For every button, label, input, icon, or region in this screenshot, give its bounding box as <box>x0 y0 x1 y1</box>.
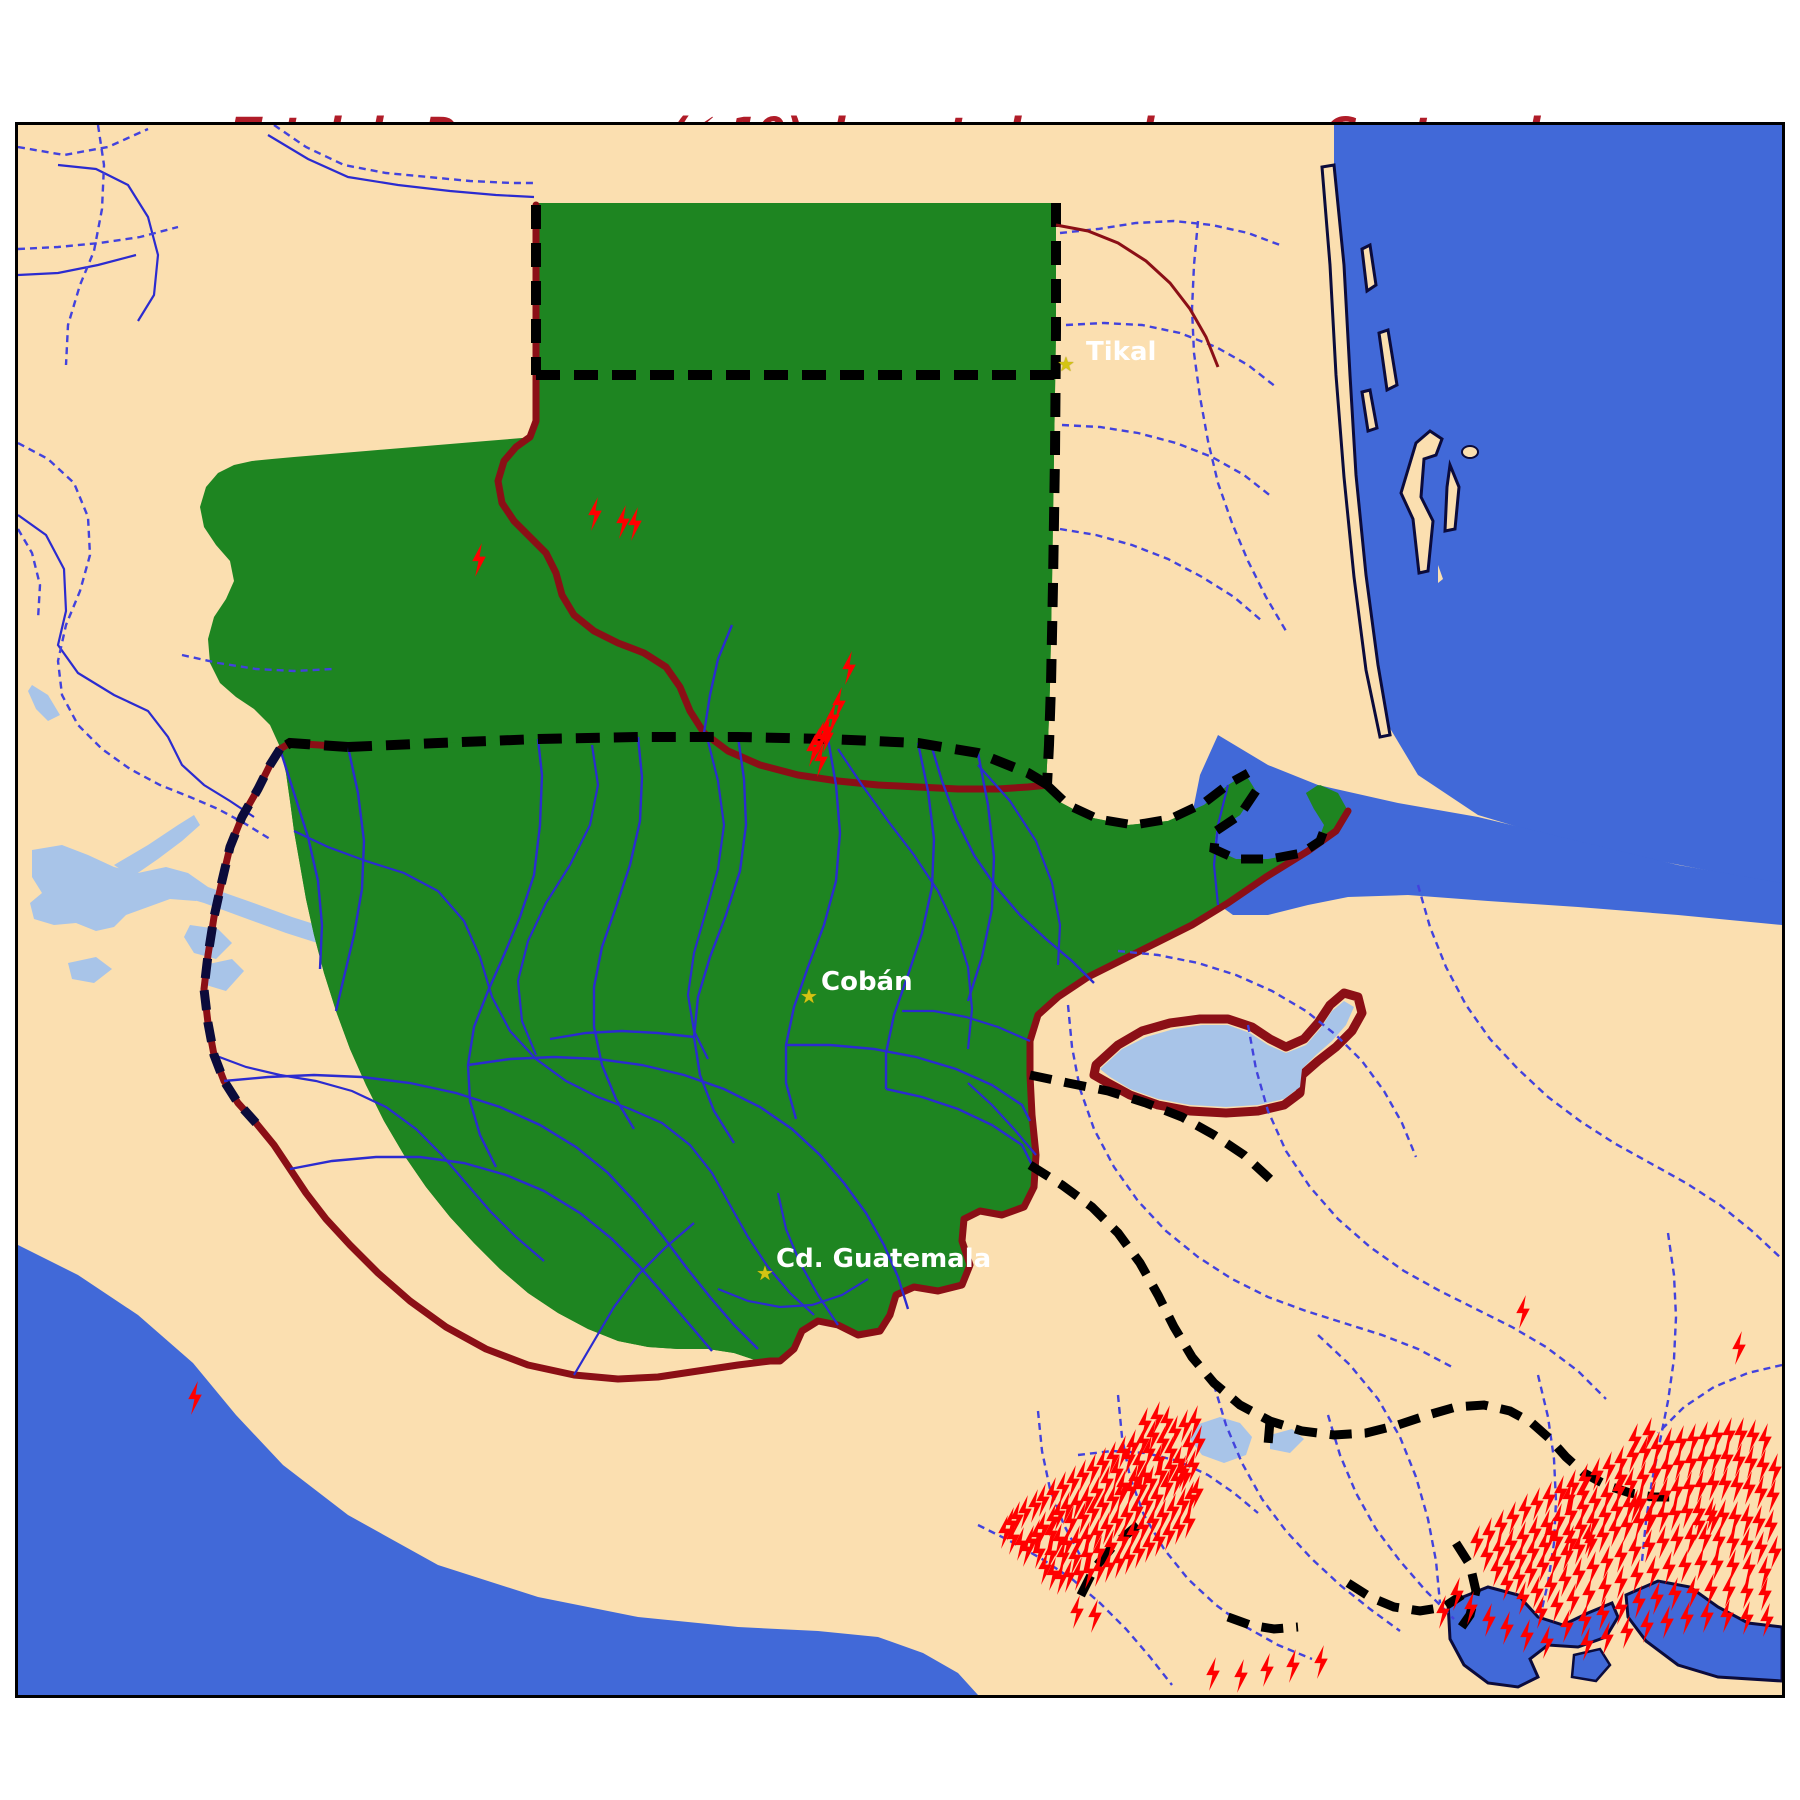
lakes-southeast <box>1190 1417 1304 1463</box>
coastline-outline <box>200 201 1367 1383</box>
mexico-carve <box>18 221 538 425</box>
guatemala-south-block <box>280 737 1348 1361</box>
international-border-guatemala <box>199 203 1331 1127</box>
water-gulf-honduras <box>1190 735 1782 925</box>
lake-izabal <box>1100 1001 1354 1107</box>
guatemala-peten-block <box>498 203 1056 789</box>
map-canvas[interactable]: ★ Tikal ★ Cobán ★ Cd. Guatemala <box>15 122 1785 1698</box>
map-graphic <box>18 125 1782 1695</box>
admin-boundaries-guatemala <box>223 624 1095 1352</box>
belize-coastline <box>1055 223 1220 368</box>
water-caribbean <box>1320 125 1782 885</box>
lakes-chiapas <box>28 685 558 1033</box>
water-pacific <box>18 1245 978 1695</box>
rivers <box>18 134 1230 1376</box>
